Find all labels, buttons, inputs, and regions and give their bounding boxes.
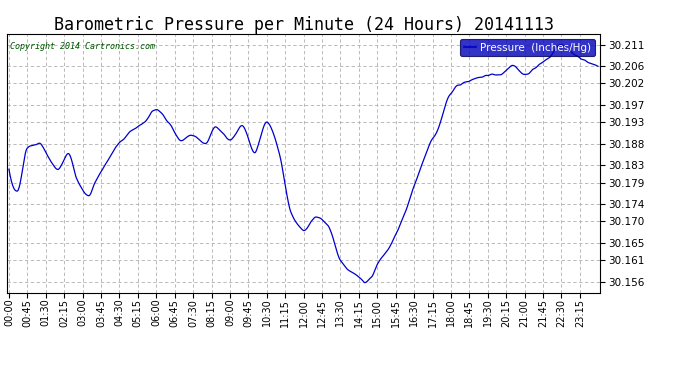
Title: Barometric Pressure per Minute (24 Hours) 20141113: Barometric Pressure per Minute (24 Hours… [54, 16, 553, 34]
Legend: Pressure  (Inches/Hg): Pressure (Inches/Hg) [460, 39, 595, 56]
Text: Copyright 2014 Cartronics.com: Copyright 2014 Cartronics.com [10, 42, 155, 51]
